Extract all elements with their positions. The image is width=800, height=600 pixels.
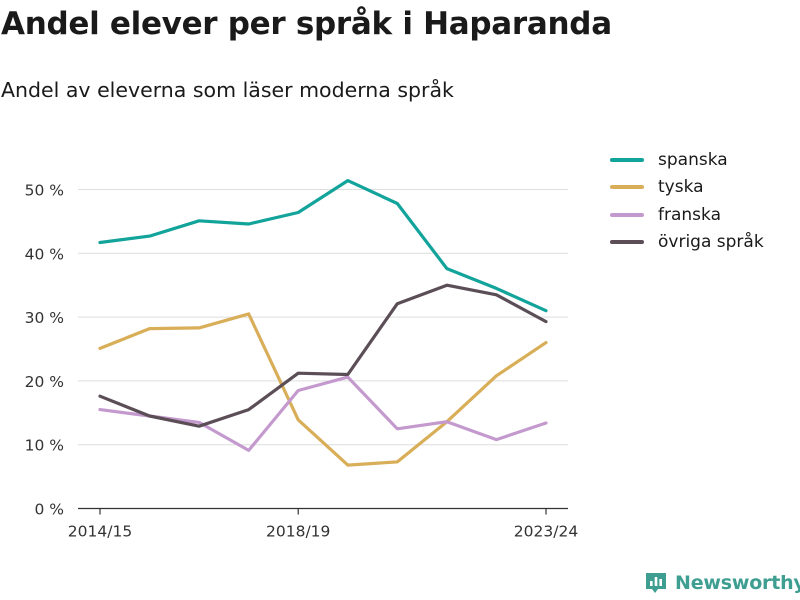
series-line-spanska — [98, 179, 548, 313]
chart-legend: spanska tyska franska övriga språk — [610, 146, 764, 256]
legend-swatch — [610, 157, 644, 162]
series-line-tyska — [98, 312, 548, 467]
legend-label: övriga språk — [658, 232, 764, 253]
series-line-övriga-språk — [98, 283, 548, 428]
x-tick-label: 2014/15 — [68, 523, 132, 541]
y-tick-label: 20 % — [25, 373, 64, 391]
x-tick-label: 2023/24 — [514, 523, 578, 541]
y-tick-label: 50 % — [25, 182, 64, 200]
legend-item: franska — [610, 201, 764, 229]
y-tick-label: 30 % — [25, 309, 64, 327]
chart-title: Andel elever per språk i Haparanda — [1, 6, 612, 42]
chart-subtitle: Andel av eleverna som läser moderna språ… — [1, 78, 454, 102]
y-tick-label: 10 % — [25, 437, 64, 455]
legend-label: tyska — [658, 177, 704, 198]
bar-chart-logo-icon — [646, 573, 666, 593]
x-tick-label: 2018/19 — [266, 523, 330, 541]
y-tick-label: 0 % — [34, 501, 64, 519]
y-tick-label: 40 % — [25, 245, 64, 263]
legend-swatch — [610, 212, 644, 217]
brand-name: Newsworthy — [675, 572, 800, 594]
newsworthy-logo: Newsworthy — [643, 570, 800, 596]
legend-label: spanska — [658, 149, 728, 170]
legend-swatch — [610, 185, 644, 190]
legend-item: tyska — [610, 174, 764, 202]
legend-swatch — [610, 240, 644, 245]
legend-label: franska — [658, 204, 721, 225]
legend-item: övriga språk — [610, 229, 764, 257]
series-line-franska — [98, 375, 548, 452]
legend-item: spanska — [610, 146, 764, 174]
